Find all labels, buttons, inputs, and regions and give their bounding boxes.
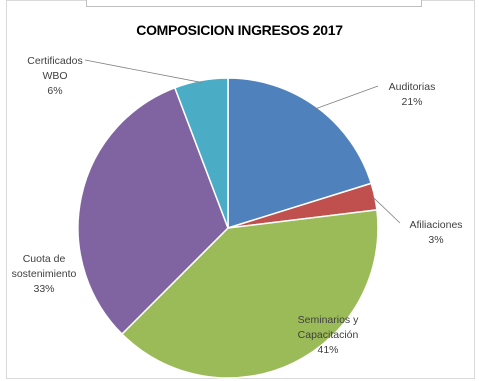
data-label: Afiliaciones 3% [409, 219, 462, 246]
pie-slice [173, 77, 229, 229]
data-label: Certificados WBO 6% [27, 55, 82, 97]
chart-title: COMPOSICION INGRESOS 2017 [136, 22, 343, 38]
leader-line [315, 85, 379, 110]
pie-slice [77, 86, 229, 336]
pie-slice [227, 77, 373, 230]
pie-slice [120, 209, 379, 379]
leader-line [84, 59, 202, 83]
header-cell [86, 0, 422, 7]
data-label: Cuota de sostenimiento 33% [12, 253, 77, 295]
leader-line [372, 196, 401, 224]
data-label: Seminarios y Capacitación 41% [298, 314, 359, 356]
data-label: Auditorias 21% [389, 81, 436, 108]
